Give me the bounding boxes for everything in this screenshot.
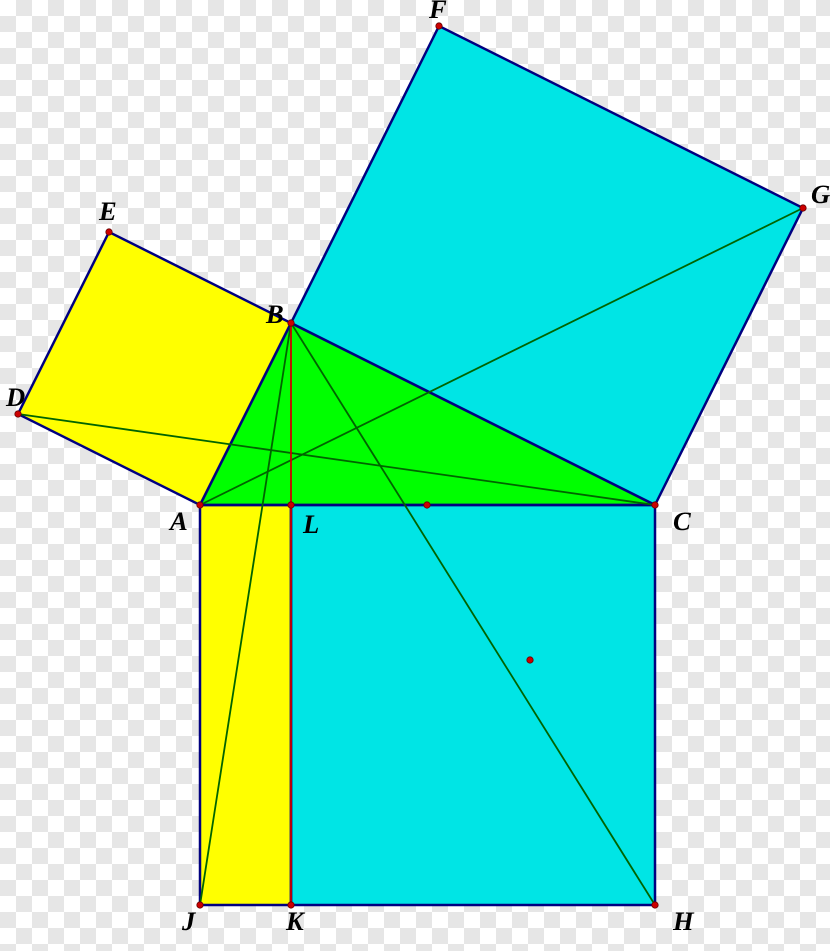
label-C: C (673, 506, 691, 536)
label-H: H (672, 906, 695, 936)
extra-dot-0 (424, 502, 430, 508)
label-K: K (285, 906, 306, 936)
label-J: J (181, 906, 196, 936)
label-E: E (98, 196, 117, 226)
label-A: A (168, 506, 188, 536)
vertex-B (288, 320, 294, 326)
vertex-L (288, 502, 294, 508)
label-F: F (428, 0, 447, 24)
vertex-E (106, 229, 112, 235)
label-L: L (302, 509, 319, 539)
vertex-H (652, 902, 658, 908)
polygons-layer (18, 26, 803, 905)
extra-dot-1 (527, 657, 533, 663)
rect-LCHK (291, 505, 655, 905)
rect-ALKJ (200, 505, 291, 905)
label-B: B (265, 299, 284, 329)
pythagoras-diagram: A B C D E F G H J K L (0, 0, 830, 951)
vertex-J (197, 902, 203, 908)
vertex-A (197, 502, 203, 508)
vertex-G (800, 205, 806, 211)
label-D: D (5, 382, 25, 412)
label-G: G (811, 179, 830, 209)
vertex-C (652, 502, 658, 508)
